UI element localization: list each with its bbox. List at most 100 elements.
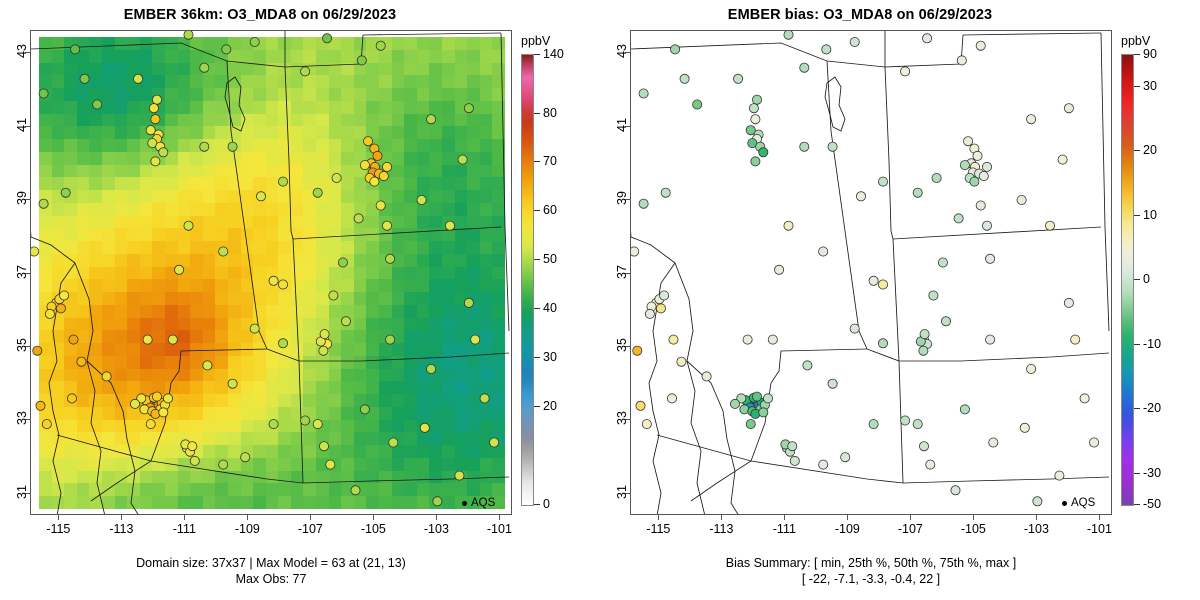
raster-cell (202, 279, 216, 293)
raster-cell (39, 317, 52, 331)
raster-cell (404, 202, 417, 216)
raster-cell (177, 253, 191, 267)
raster-cell (479, 215, 493, 229)
raster-cell (341, 88, 354, 101)
raster-cell (454, 215, 468, 229)
raster-cell (139, 292, 153, 305)
raster-cell (290, 457, 304, 471)
aqs-monitor-point (840, 452, 851, 463)
raster-cell (164, 177, 178, 191)
raster-cell (139, 445, 153, 458)
raster-cell (278, 406, 291, 420)
raster-cell (316, 202, 329, 216)
raster-cell (492, 215, 505, 229)
raster-cell (202, 88, 216, 101)
raster-cell (341, 75, 354, 89)
raster-cell (442, 355, 455, 369)
aqs-monitor-point (162, 393, 173, 404)
raster-cell (442, 330, 455, 344)
raster-cell (89, 470, 102, 484)
raster-cell (467, 317, 480, 331)
raster-cell (253, 266, 266, 280)
y-axis-tick-label: 43 (615, 44, 629, 58)
raster-cell (89, 62, 102, 76)
raster-cell (89, 266, 102, 280)
raster-cell (303, 139, 317, 152)
raster-cell (353, 62, 367, 76)
raster-cell (227, 317, 241, 331)
raster-cell (114, 432, 128, 446)
raster-cell (190, 406, 203, 420)
raster-cell (114, 126, 128, 140)
raster-cell (316, 381, 329, 395)
raster-cell (391, 126, 405, 140)
raster-cell (467, 406, 480, 420)
x-axis-tick (847, 515, 849, 520)
raster-cell (404, 368, 417, 382)
raster-cell (227, 177, 241, 191)
raster-cell (278, 151, 291, 165)
raster-cell (202, 253, 216, 267)
raster-cell (328, 100, 342, 114)
raster-cell (492, 292, 505, 305)
raster-cell (101, 75, 115, 89)
aqs-monitor-point (152, 94, 163, 105)
aqs-monitor-point (655, 303, 666, 314)
raster-cell (240, 202, 254, 216)
colorbar-tick (534, 54, 540, 55)
raster-cell (152, 228, 165, 242)
aqs-monitor-point (631, 246, 640, 257)
aqs-monitor-point (218, 246, 229, 257)
raster-cell (492, 126, 505, 140)
raster-cell (341, 445, 354, 458)
raster-cell (51, 139, 65, 152)
raster-cell (429, 266, 443, 280)
raster-cell (202, 445, 216, 458)
raster-cell (215, 253, 228, 267)
raster-cell (379, 279, 392, 293)
raster-cell (265, 406, 279, 420)
aqs-monitor-point (457, 154, 468, 165)
aqs-monitor-point (470, 334, 481, 345)
raster-cell (379, 49, 392, 63)
raster-cell (51, 177, 65, 191)
raster-cell (328, 37, 342, 50)
raster-cell (215, 368, 228, 382)
raster-cell (152, 75, 165, 89)
raster-cell (152, 317, 165, 331)
raster-cell (64, 496, 77, 509)
raster-cell (89, 241, 102, 254)
raster-cell (265, 202, 279, 216)
raster-cell (101, 419, 115, 433)
aqs-monitor-point (60, 187, 71, 198)
x-axis-tick (184, 515, 186, 520)
aqs-monitor-point (432, 496, 443, 507)
raster-cell (328, 343, 342, 356)
raster-cell (227, 75, 241, 89)
raster-cell (127, 151, 140, 165)
raster-cell (366, 470, 380, 484)
raster-cell (353, 241, 367, 254)
raster-cell (101, 164, 115, 178)
aqs-monitor-point (1032, 496, 1043, 507)
raster-cell (416, 330, 430, 344)
raster-cell (127, 406, 140, 420)
raster-cell (290, 151, 304, 165)
raster-cell (227, 202, 241, 216)
raster-cell (265, 241, 279, 254)
raster-cell (89, 126, 102, 140)
raster-cell (101, 406, 115, 420)
raster-cell (227, 368, 241, 382)
raster-cell (51, 75, 65, 89)
aqs-monitor-point (1026, 363, 1037, 374)
raster-cell (442, 381, 455, 395)
raster-cell (114, 279, 128, 293)
raster-cell (240, 368, 254, 382)
aqs-monitor-point (985, 253, 996, 264)
raster-cell (316, 483, 329, 497)
raster-cell (240, 75, 254, 89)
raster-cell (353, 432, 367, 446)
raster-cell (127, 100, 140, 114)
x-axis-tick-label: -103 (423, 522, 449, 536)
raster-cell (127, 241, 140, 254)
